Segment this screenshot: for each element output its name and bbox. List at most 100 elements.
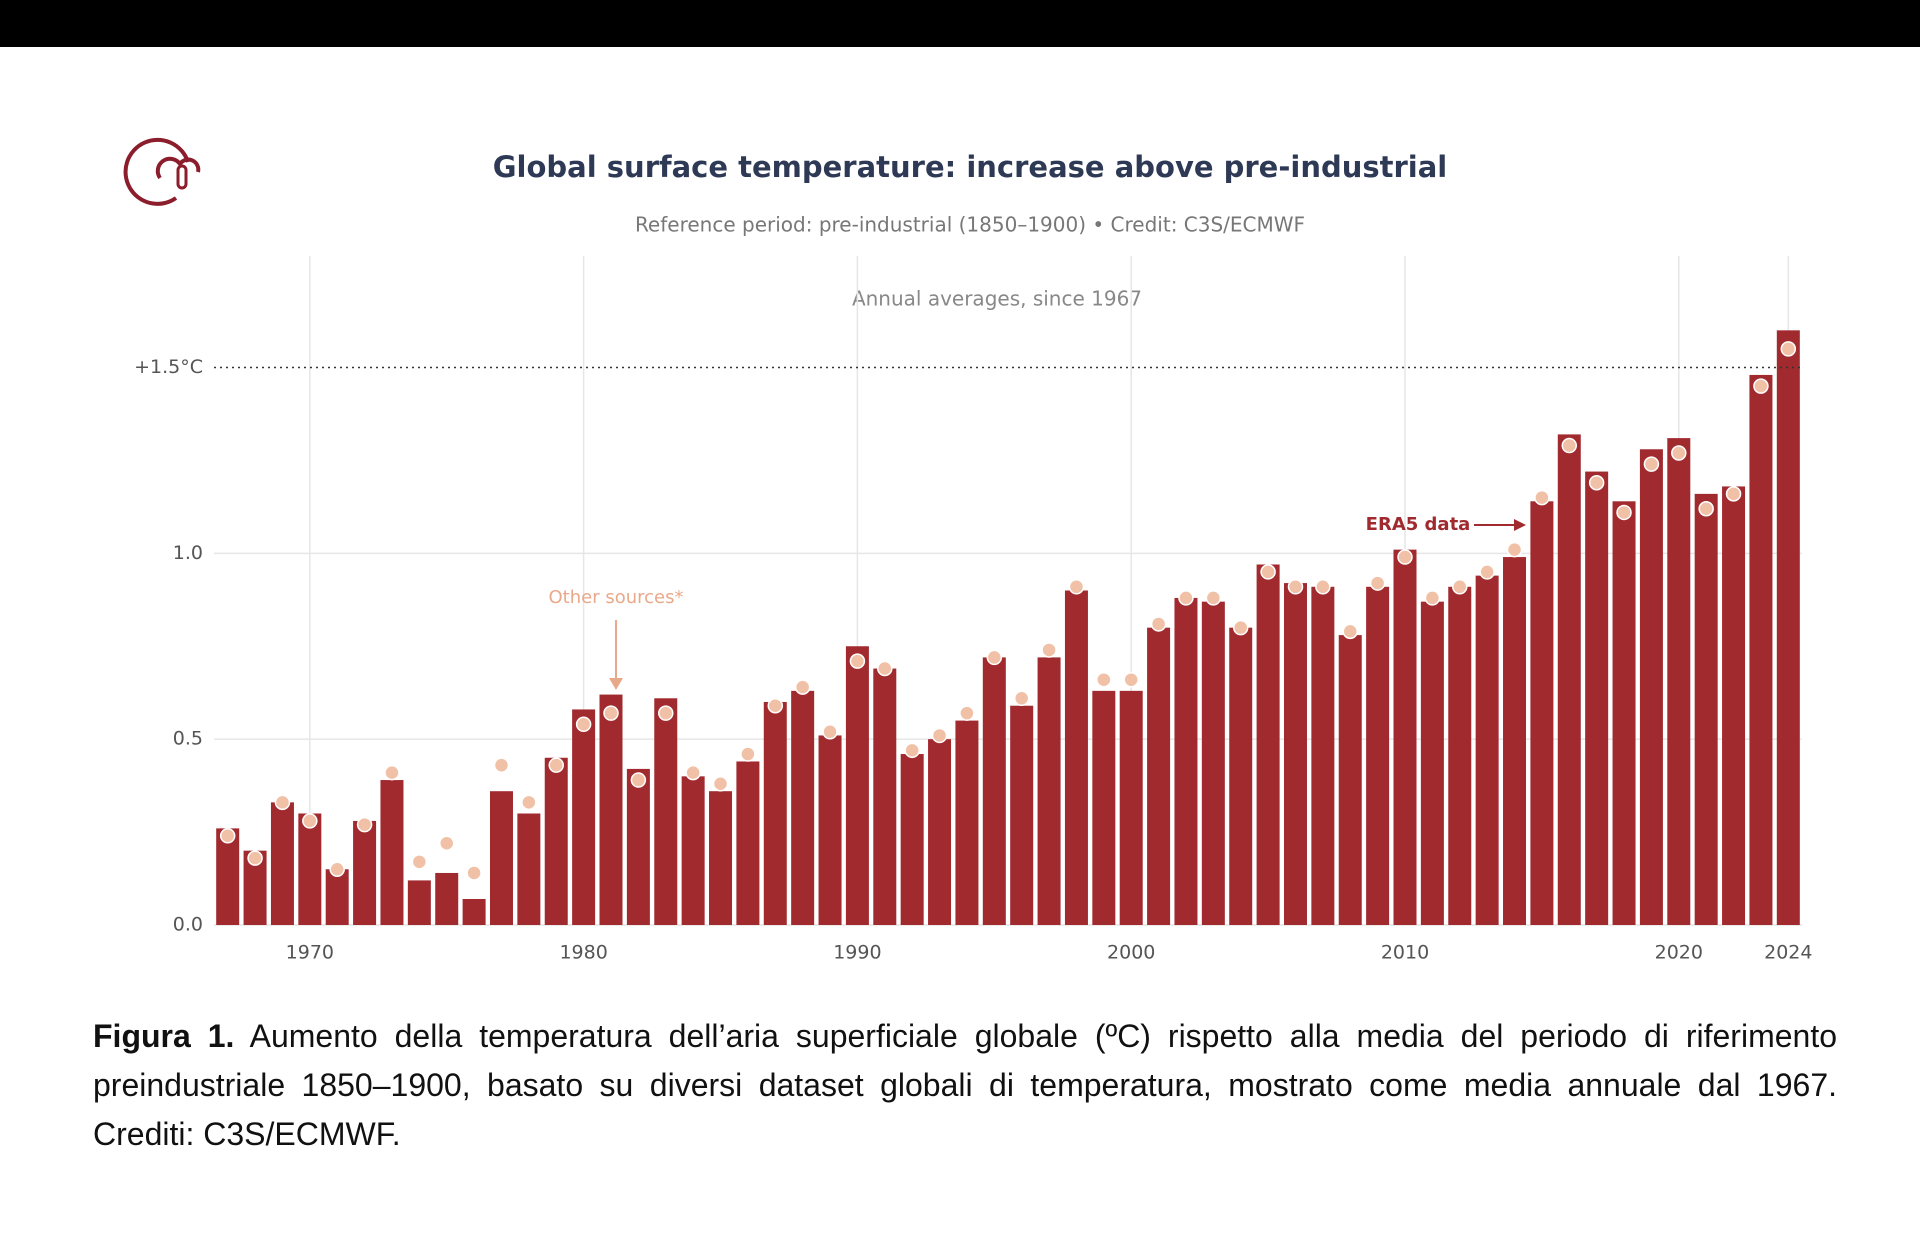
bar bbox=[709, 791, 733, 925]
bar bbox=[1174, 597, 1198, 925]
dot bbox=[1123, 671, 1139, 688]
dot bbox=[274, 794, 291, 811]
bar bbox=[353, 820, 377, 925]
dot bbox=[521, 794, 537, 811]
x-tick-label: 2010 bbox=[1381, 942, 1429, 964]
bar bbox=[599, 694, 623, 925]
bar bbox=[681, 776, 705, 925]
bar bbox=[1420, 601, 1444, 925]
dot bbox=[1096, 671, 1112, 688]
bar bbox=[325, 869, 349, 925]
dot bbox=[247, 850, 263, 866]
bar bbox=[818, 735, 842, 925]
bar bbox=[982, 657, 1006, 925]
bar bbox=[1338, 635, 1362, 925]
bar bbox=[1557, 434, 1581, 925]
bar bbox=[407, 880, 431, 925]
dot bbox=[1479, 564, 1495, 580]
dot bbox=[1342, 623, 1358, 640]
dot bbox=[438, 835, 455, 851]
caption-text: Aumento della temperatura dell’aria supe… bbox=[93, 1018, 1838, 1152]
bar bbox=[1119, 690, 1143, 925]
dot bbox=[329, 861, 345, 877]
dot bbox=[1205, 590, 1222, 606]
bar bbox=[1064, 590, 1088, 925]
dot bbox=[904, 742, 920, 759]
dot bbox=[1561, 437, 1578, 454]
bar bbox=[1283, 583, 1307, 925]
chart-subtitle: Reference period: pre-industrial (1850–1… bbox=[635, 213, 1305, 237]
bar bbox=[1694, 493, 1718, 925]
x-tick-label: 1990 bbox=[833, 942, 881, 964]
x-tick-label: 2000 bbox=[1107, 942, 1155, 964]
y-tick-label: 0.5 bbox=[173, 728, 203, 750]
dot bbox=[685, 764, 701, 781]
annotation-arrowhead bbox=[609, 678, 623, 690]
dot bbox=[1068, 579, 1085, 595]
dot bbox=[1041, 642, 1057, 658]
bar bbox=[1229, 627, 1253, 925]
y-tick-label: 0.0 bbox=[173, 914, 203, 936]
marks bbox=[216, 330, 1800, 925]
caption-label: Figura 1. bbox=[93, 1018, 235, 1054]
dot bbox=[794, 679, 811, 695]
dot bbox=[1178, 590, 1194, 606]
dot bbox=[575, 716, 592, 733]
bar bbox=[1612, 501, 1636, 925]
dot bbox=[1616, 504, 1632, 521]
dot bbox=[1452, 579, 1468, 595]
dot bbox=[411, 854, 428, 870]
dot bbox=[302, 813, 318, 829]
dot bbox=[356, 816, 373, 833]
bar bbox=[1092, 690, 1116, 925]
bar bbox=[1722, 486, 1746, 925]
dot bbox=[1397, 549, 1413, 565]
dot bbox=[1287, 579, 1304, 595]
bar bbox=[1667, 438, 1691, 925]
bar bbox=[928, 739, 952, 925]
bar bbox=[1776, 330, 1800, 925]
series-annotation: ERA5 data bbox=[1366, 514, 1471, 535]
dot bbox=[1698, 500, 1714, 517]
bar bbox=[845, 646, 869, 925]
bar bbox=[1201, 601, 1225, 925]
bar bbox=[1475, 575, 1499, 925]
dot bbox=[603, 705, 619, 721]
bar bbox=[489, 791, 513, 925]
bar bbox=[1010, 705, 1034, 925]
bar bbox=[763, 702, 787, 925]
bar bbox=[1503, 557, 1527, 925]
bar bbox=[517, 813, 541, 925]
dot bbox=[1725, 486, 1742, 502]
bar bbox=[1311, 586, 1335, 925]
bar bbox=[1393, 549, 1417, 925]
bar bbox=[462, 898, 486, 925]
dot bbox=[767, 697, 784, 714]
bar bbox=[1530, 501, 1554, 925]
bar bbox=[955, 720, 979, 925]
dot bbox=[1232, 619, 1249, 636]
chart-title: Global surface temperature: increase abo… bbox=[493, 150, 1448, 184]
bar bbox=[1639, 449, 1663, 925]
dot bbox=[1315, 579, 1331, 595]
bar bbox=[1585, 471, 1609, 925]
bar bbox=[873, 668, 897, 925]
dot bbox=[1780, 341, 1797, 357]
dot bbox=[1588, 474, 1605, 491]
dot bbox=[740, 746, 756, 762]
bar bbox=[270, 802, 294, 925]
dot bbox=[849, 653, 866, 669]
bar bbox=[791, 690, 815, 925]
bar bbox=[435, 872, 459, 925]
bar bbox=[626, 768, 650, 925]
x-tick-label: 1980 bbox=[559, 942, 607, 964]
dot bbox=[822, 723, 838, 740]
dot bbox=[931, 727, 948, 744]
logo bbox=[123, 137, 201, 206]
dot bbox=[493, 757, 510, 773]
dot bbox=[384, 764, 400, 781]
dot bbox=[986, 649, 1003, 666]
dot bbox=[959, 705, 975, 721]
series-annotation: Other sources* bbox=[549, 587, 684, 608]
dot bbox=[1150, 616, 1167, 632]
